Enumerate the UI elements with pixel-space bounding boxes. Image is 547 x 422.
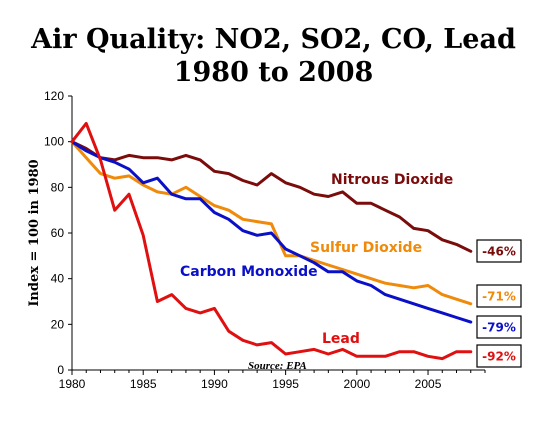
series-label-carbon-monoxide: Carbon Monoxide	[180, 264, 318, 280]
change-box-sulfur-dioxide	[476, 284, 522, 308]
series-line-lead	[70, 121, 473, 361]
y-tick-label: 80	[51, 180, 65, 194]
x-tick-label: 1985	[130, 377, 157, 391]
change-box-lead	[476, 344, 522, 368]
x-tick-label: 2000	[343, 377, 370, 391]
series-label-sulfur-dioxide: Sulfur Dioxide	[310, 240, 422, 256]
y-tick-label: 40	[51, 272, 65, 286]
change-label-lead: -92%	[482, 350, 516, 364]
change-label-nitrous-dioxide: -46%	[482, 245, 516, 259]
series-label-nitrous-dioxide: Nitrous Dioxide	[331, 172, 453, 188]
y-tick-label: 20	[51, 317, 65, 331]
series-line-carbon-monoxide	[70, 140, 473, 324]
y-tick-label: 0	[57, 363, 64, 377]
y-tick-label: 120	[44, 89, 64, 103]
series-line-sulfur-dioxide	[70, 140, 473, 306]
x-tick-label: 1980	[59, 377, 86, 391]
x-tick-label: 2005	[415, 377, 442, 391]
y-tick-label: 60	[51, 226, 65, 240]
change-box-nitrous-dioxide	[476, 239, 522, 263]
chart-subtitle: 1980 to 2008	[173, 57, 374, 88]
x-tick-label: 1990	[201, 377, 228, 391]
x-tick-label: 1995	[272, 377, 299, 391]
series-label-lead: Lead	[322, 331, 360, 347]
change-label-sulfur-dioxide: -71%	[482, 290, 516, 304]
change-box-carbon-monoxide	[476, 315, 522, 339]
series-line-nitrous-dioxide	[70, 140, 473, 253]
source-note: Source: EPA	[248, 360, 307, 372]
y-tick-label: 100	[44, 135, 64, 149]
change-label-carbon-monoxide: -79%	[482, 321, 516, 335]
chart-title: Air Quality: NO2, SO2, CO, Lead	[31, 24, 516, 55]
y-axis-label: Index = 100 in 1980	[27, 159, 42, 306]
